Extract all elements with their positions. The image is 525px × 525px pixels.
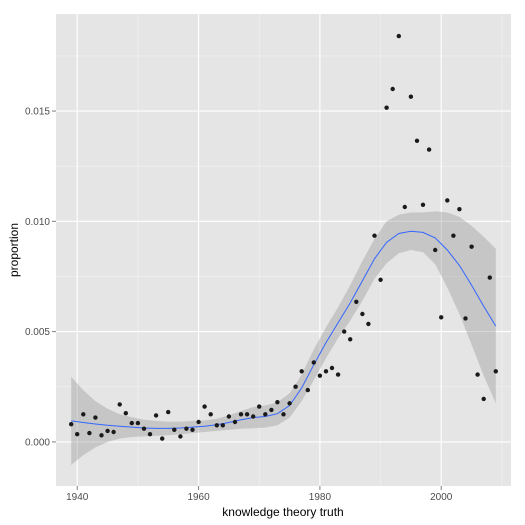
data-point <box>81 412 86 417</box>
data-point <box>75 432 80 437</box>
data-point <box>214 423 219 428</box>
data-point <box>178 434 183 439</box>
y-axis-ticks: 0.000 0.005 0.010 0.015 <box>25 107 56 448</box>
data-point <box>263 412 268 417</box>
data-points <box>69 33 498 441</box>
data-point <box>366 321 371 327</box>
data-point <box>481 396 486 402</box>
data-point <box>329 365 335 371</box>
data-point <box>232 419 238 425</box>
data-point <box>323 369 329 374</box>
data-point <box>129 420 134 426</box>
x-axis-title: knowledge theory truth <box>222 505 343 519</box>
data-point <box>208 412 213 417</box>
data-point <box>87 430 92 436</box>
data-point <box>475 372 480 377</box>
data-point <box>147 432 153 437</box>
data-point <box>293 384 298 389</box>
data-point <box>123 411 128 416</box>
data-point <box>426 147 432 152</box>
data-point <box>420 202 426 207</box>
data-point <box>141 426 147 431</box>
data-point <box>445 198 450 203</box>
data-point <box>360 311 365 317</box>
data-point <box>172 427 177 432</box>
y-tick-label: 0.000 <box>25 437 50 448</box>
smooth-line <box>71 230 497 429</box>
data-point <box>317 373 323 378</box>
data-point <box>433 247 438 253</box>
major-gridlines <box>56 14 511 486</box>
data-point <box>463 316 468 321</box>
data-point <box>226 414 232 419</box>
data-point <box>166 409 171 415</box>
data-point <box>402 204 407 210</box>
data-point <box>342 329 347 334</box>
data-point <box>390 86 395 92</box>
data-point <box>105 428 110 434</box>
data-point <box>348 337 353 342</box>
data-point <box>469 244 474 249</box>
y-tick-label: 0.015 <box>25 107 50 118</box>
data-point <box>196 419 201 425</box>
data-point <box>117 402 122 407</box>
data-point <box>220 423 225 428</box>
data-point <box>202 404 207 409</box>
data-point <box>111 429 116 435</box>
data-point <box>493 369 498 374</box>
data-point <box>378 277 383 282</box>
data-point <box>372 233 377 238</box>
data-point <box>269 407 274 413</box>
data-point <box>299 369 304 374</box>
data-point <box>414 138 420 143</box>
y-tick-label: 0.005 <box>25 327 50 338</box>
data-point <box>69 422 74 427</box>
x-axis-ticks: 1940 1960 1980 2000 <box>66 486 453 503</box>
smooth-line-path <box>71 230 497 429</box>
data-point <box>335 372 341 377</box>
data-point <box>135 420 141 426</box>
data-point <box>99 433 104 438</box>
data-point <box>451 233 456 238</box>
data-point <box>408 94 414 99</box>
data-point <box>281 412 286 417</box>
x-tick-label: 1980 <box>309 492 332 503</box>
data-point <box>311 360 316 365</box>
data-point <box>184 426 189 431</box>
data-point <box>287 401 292 406</box>
data-point <box>153 413 159 418</box>
y-axis-title: proportion <box>7 223 21 277</box>
data-point <box>238 412 244 417</box>
data-point <box>305 387 310 393</box>
data-point <box>251 414 256 419</box>
data-point <box>487 275 492 280</box>
data-point <box>439 315 444 320</box>
data-point <box>457 207 462 212</box>
data-point <box>160 436 165 441</box>
data-point <box>257 404 262 409</box>
data-point <box>244 412 250 417</box>
data-point <box>275 400 280 405</box>
x-tick-label: 1940 <box>66 492 89 503</box>
x-tick-label: 1960 <box>187 492 210 503</box>
data-point <box>396 33 401 39</box>
data-point <box>93 415 98 420</box>
y-tick-label: 0.010 <box>25 217 50 228</box>
x-tick-label: 2000 <box>430 492 453 503</box>
data-point <box>190 427 195 432</box>
data-point <box>384 105 389 110</box>
data-point <box>354 299 359 304</box>
